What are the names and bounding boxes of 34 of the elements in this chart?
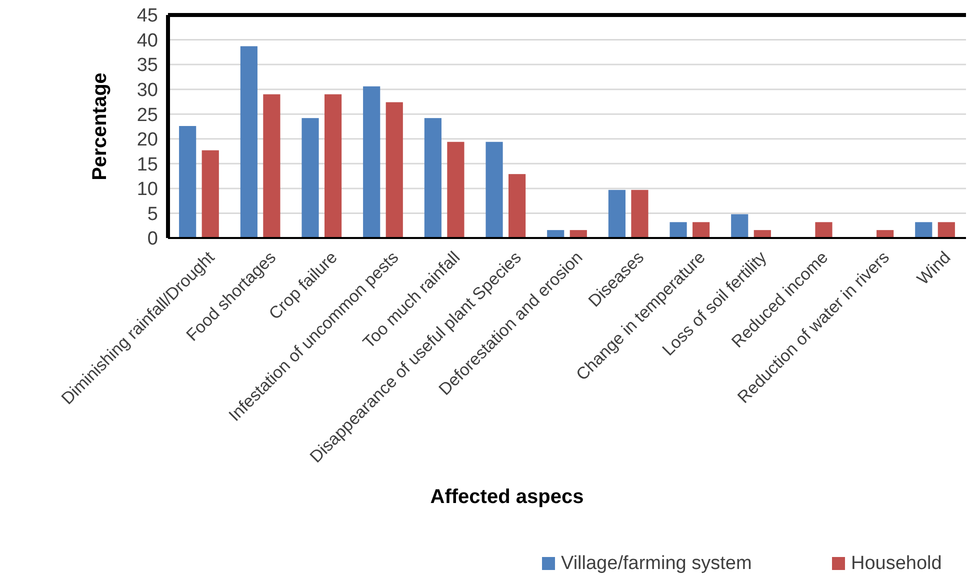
- y-tick-label: 20: [136, 130, 158, 151]
- bar: [486, 142, 503, 238]
- bar: [608, 190, 626, 238]
- bar: [508, 174, 526, 238]
- legend-label: Village/farming system: [561, 553, 752, 574]
- bar: [324, 94, 342, 238]
- y-tick-label: 40: [136, 30, 158, 52]
- bar: [240, 46, 258, 238]
- y-tick-label: 25: [136, 104, 158, 126]
- y-tick-label: 35: [136, 55, 158, 76]
- bar: [202, 150, 219, 238]
- bar: [179, 126, 196, 238]
- bar: [731, 214, 748, 238]
- y-tick-label: 15: [136, 154, 158, 176]
- y-tick-label: 0: [147, 228, 158, 250]
- y-tick-label: 10: [136, 179, 158, 200]
- bar: [670, 222, 687, 238]
- y-tick-label: 5: [147, 204, 158, 225]
- bar: [363, 86, 380, 238]
- bar: [692, 222, 710, 238]
- bar: [815, 222, 832, 238]
- bar: [302, 118, 319, 238]
- bar: [447, 142, 464, 238]
- bar: [386, 102, 403, 238]
- bar: [263, 94, 280, 238]
- bar: [424, 118, 442, 238]
- y-axis-title: Percentage: [89, 72, 111, 180]
- legend-label: Household: [851, 553, 942, 574]
- bar: [938, 222, 955, 238]
- bar: [631, 190, 648, 238]
- x-axis-title: Affected aspecs: [430, 486, 584, 508]
- bar: [915, 222, 932, 238]
- y-tick-label: 30: [136, 80, 158, 101]
- y-tick-label: 45: [136, 6, 158, 27]
